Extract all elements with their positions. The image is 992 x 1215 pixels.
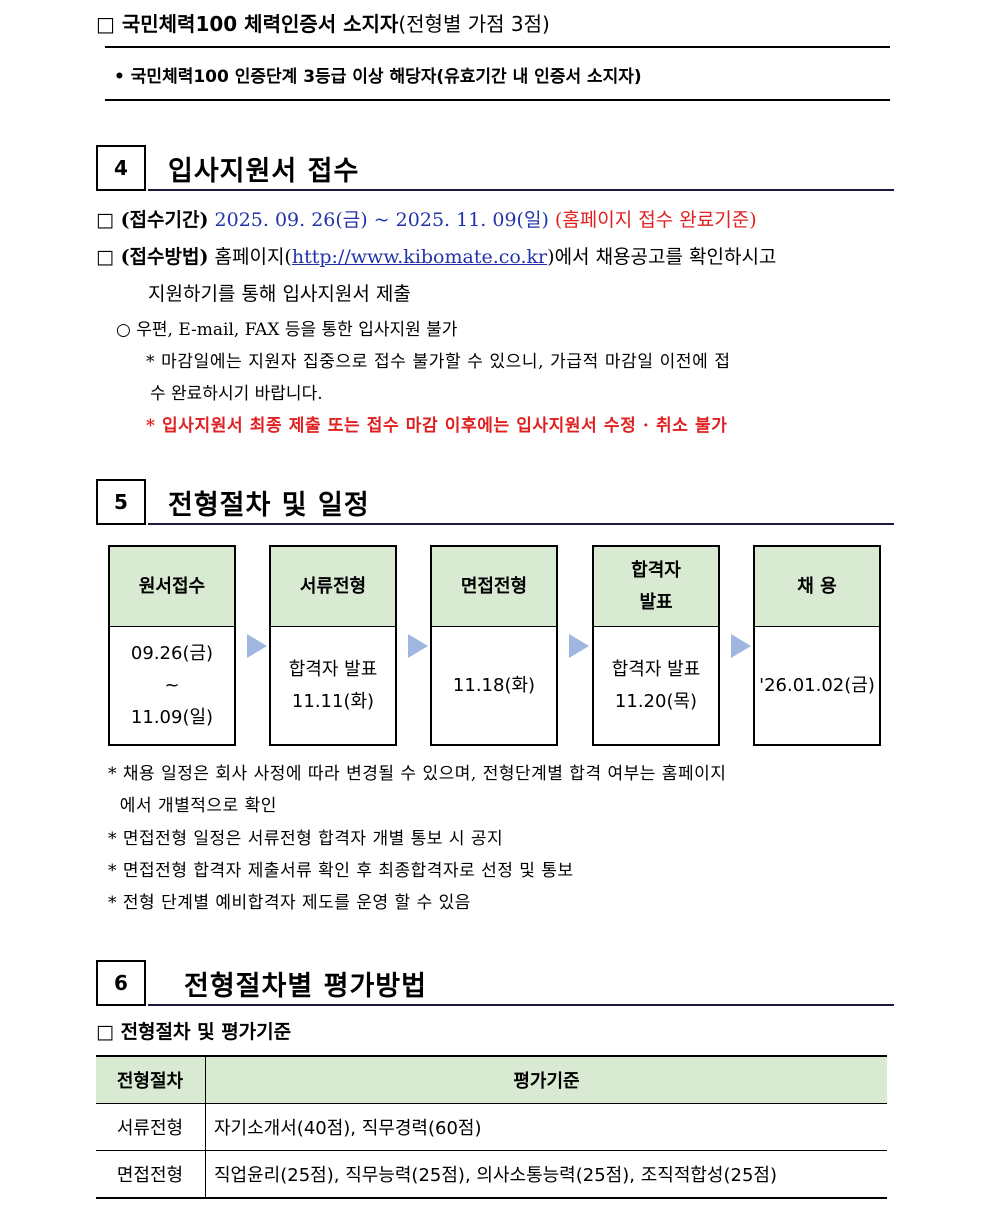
section-number: 6: [96, 960, 146, 1006]
section-number: 5: [96, 479, 146, 525]
arrow-right-icon: [731, 634, 751, 658]
note: 수 완료하시기 바랍니다.: [150, 384, 323, 404]
homepage-link[interactable]: http://www.kibomate.co.kr: [291, 246, 548, 268]
section-4-header: 4 입사지원서 접수: [96, 145, 894, 191]
step-title: 채 용: [755, 547, 879, 627]
section-number: 4: [96, 145, 146, 191]
arrow-right-icon: [569, 634, 589, 658]
section-6-header: 6 전형절차별 평가방법: [96, 960, 894, 1006]
section-title: 입사지원서 접수: [168, 156, 360, 187]
warning-note: * 입사지원서 최종 제출 또는 접수 마감 이후에는 입사지원서 수정 · 취…: [146, 416, 728, 436]
method-line: □ (접수방법) 홈페이지(http://www.kibomate.co.kr)…: [96, 246, 777, 268]
section-title: 전형절차 및 일정: [168, 490, 370, 521]
divider: [105, 46, 890, 48]
period-line: □ (접수기간) 2025. 09. 26(금) ~ 2025. 11. 09(…: [96, 209, 757, 231]
step-detail: 합격자 발표 11.11(화): [288, 659, 378, 712]
process-step: 원서접수 09.26(금) ~ 11.09(일): [108, 545, 236, 746]
schedule-note: * 전형 단계별 예비합격자 제도를 운영 할 수 있음: [108, 893, 471, 913]
column-header: 평가기준: [205, 1055, 887, 1104]
column-header: 전형절차: [96, 1055, 206, 1104]
table-row: 서류전형 자기소개서(40점), 직무경력(60점): [96, 1103, 887, 1151]
method-bullet: ○ 우편, E-mail, FAX 등을 통한 입사지원 불가: [116, 320, 458, 340]
section-title: 전형절차별 평가방법: [184, 971, 427, 1002]
schedule-note: * 채용 일정은 회사 사정에 따라 변경될 수 있으며, 전형단계별 합격 여…: [108, 764, 727, 784]
process-step: 채 용 '26.01.02(금): [753, 545, 881, 746]
step-detail: 합격자 발표 11.20(목): [611, 659, 701, 712]
schedule-note: * 면접전형 일정은 서류전형 합격자 개별 통보 시 공지: [108, 829, 504, 849]
note: * 마감일에는 지원자 집중으로 접수 불가할 수 있으니, 가급적 마감일 이…: [146, 352, 731, 372]
cert-bullet: • 국민체력100 인증단계 3등급 이상 해당자(유효기간 내 인증서 소지자…: [114, 67, 642, 87]
schedule-note: * 면접전형 합격자 제출서류 확인 후 최종합격자로 선정 및 통보: [108, 861, 574, 881]
evaluation-table: 전형절차 평가기준 서류전형 자기소개서(40점), 직무경력(60점) 면접전형 직…: [96, 1055, 887, 1199]
step-title: 합격자 발표: [594, 547, 718, 627]
arrow-right-icon: [247, 634, 267, 658]
step-title: 서류전형: [271, 547, 395, 627]
divider: [105, 99, 890, 101]
step-detail: 11.18(화): [452, 675, 536, 696]
step-title: 면접전형: [432, 547, 556, 627]
method-line-2: 지원하기를 통해 입사지원서 제출: [148, 283, 411, 305]
step-title: 원서접수: [110, 547, 234, 627]
subheading: □ 전형절차 및 평가기준: [96, 1021, 292, 1043]
schedule-note: 에서 개별적으로 확인: [108, 796, 277, 816]
process-step: 면접전형 11.18(화): [430, 545, 558, 746]
step-detail: 09.26(금) ~ 11.09(일): [130, 643, 214, 728]
cert-heading: □ 국민체력100 체력인증서 소지자(전형별 가점 3점): [96, 12, 550, 36]
section-5-header: 5 전형절차 및 일정: [96, 479, 894, 525]
step-detail: '26.01.02(금): [759, 675, 875, 696]
arrow-right-icon: [408, 634, 428, 658]
table-row: 면접전형 직업윤리(25점), 직무능력(25점), 의사소통능력(25점), 조…: [96, 1150, 887, 1199]
